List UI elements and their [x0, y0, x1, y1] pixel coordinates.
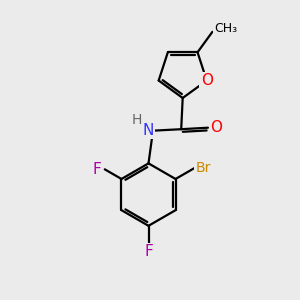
Text: Br: Br — [196, 161, 211, 175]
Text: O: O — [201, 73, 213, 88]
Text: N: N — [143, 123, 154, 138]
Text: F: F — [92, 162, 101, 177]
Text: H: H — [131, 113, 142, 127]
Text: O: O — [210, 120, 222, 135]
Text: CH₃: CH₃ — [214, 22, 237, 35]
Text: F: F — [144, 244, 153, 259]
